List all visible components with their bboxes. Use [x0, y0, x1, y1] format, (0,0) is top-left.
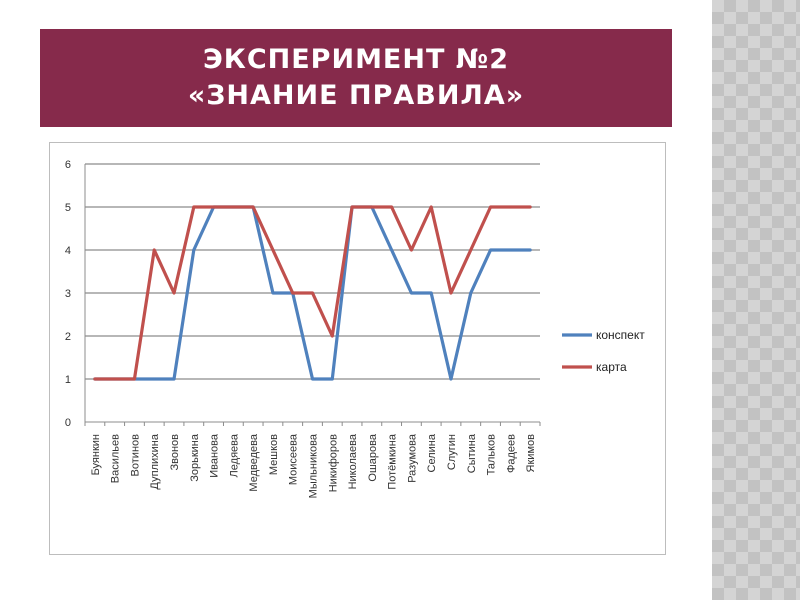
data-point	[152, 248, 156, 252]
y-tick-label: 2	[65, 331, 71, 343]
legend-label: карта	[596, 360, 627, 374]
data-point	[231, 205, 235, 209]
data-point	[330, 334, 334, 338]
y-tick-label: 3	[65, 288, 71, 300]
x-tick-label: Звонов	[169, 434, 181, 471]
data-point	[291, 291, 295, 295]
data-point	[311, 377, 314, 381]
data-point	[469, 248, 473, 252]
x-tick-label: Сытина	[466, 433, 478, 473]
data-point	[172, 291, 176, 295]
data-point	[410, 248, 413, 252]
data-point	[192, 205, 196, 209]
x-tick-label: Ошарова	[367, 433, 379, 481]
y-tick-label: 0	[65, 417, 71, 429]
x-tick-label: Никифоров	[327, 434, 339, 492]
data-point	[429, 205, 433, 209]
x-tick-label: Буянкин	[90, 434, 102, 475]
chart-frame	[49, 142, 666, 555]
data-point	[508, 248, 512, 252]
data-point	[449, 291, 453, 295]
x-tick-label: Медведева	[248, 433, 260, 491]
x-tick-label: Васильев	[110, 434, 122, 483]
slide-title-line-1: ЭКСПЕРИМЕНТ №2	[202, 44, 510, 75]
data-point	[152, 377, 156, 381]
x-tick-label: Вотинов	[129, 434, 141, 477]
x-tick-label: Разумова	[406, 433, 418, 483]
x-tick-label: Моисеева	[288, 433, 300, 485]
x-tick-label: Николаева	[347, 433, 359, 489]
x-tick-label: Мыльникова	[308, 433, 320, 498]
x-tick-label: Мешков	[268, 434, 280, 475]
data-point	[251, 205, 255, 209]
data-point	[390, 205, 394, 209]
data-point	[212, 205, 215, 209]
data-point	[410, 291, 413, 295]
x-tick-label: Фадеев	[505, 434, 517, 473]
x-tick-label: Якимов	[525, 434, 537, 473]
data-point	[449, 377, 453, 381]
data-point	[528, 205, 532, 209]
y-tick-label: 1	[65, 374, 71, 386]
y-tick-label: 5	[65, 202, 71, 214]
slide-title-line-2: «ЗНАНИЕ ПРАВИЛА»	[187, 80, 525, 111]
data-point	[330, 377, 334, 381]
data-point	[350, 205, 354, 209]
x-tick-label: Иванова	[209, 433, 221, 478]
x-tick-label: Ледяева	[228, 433, 240, 477]
data-point	[429, 291, 433, 295]
data-point	[390, 248, 394, 252]
data-point	[508, 205, 512, 209]
data-point	[489, 205, 492, 209]
data-point	[489, 248, 492, 252]
data-point	[113, 377, 117, 381]
data-point	[172, 377, 176, 381]
x-tick-label: Тальков	[486, 434, 498, 476]
data-point	[528, 248, 532, 252]
y-tick-label: 4	[65, 245, 71, 257]
legend-label: конспект	[596, 328, 645, 342]
slide-title-bar: ЭКСПЕРИМЕНТ №2 «ЗНАНИЕ ПРАВИЛА»	[40, 29, 672, 127]
data-point	[93, 377, 97, 381]
data-point	[271, 291, 275, 295]
data-point	[370, 205, 374, 209]
y-tick-label: 6	[65, 159, 71, 171]
data-point	[469, 291, 473, 295]
x-tick-label: Дуплихина	[149, 433, 161, 489]
data-point	[192, 248, 196, 252]
x-tick-label: Слугин	[446, 434, 458, 470]
x-tick-label: Селина	[426, 433, 438, 472]
data-point	[311, 291, 314, 295]
data-point	[133, 377, 136, 381]
decorative-pattern-strip	[712, 0, 800, 600]
data-point	[271, 248, 275, 252]
x-tick-label: Зорькина	[189, 433, 201, 482]
x-tick-label: Потёмкина	[387, 433, 399, 490]
